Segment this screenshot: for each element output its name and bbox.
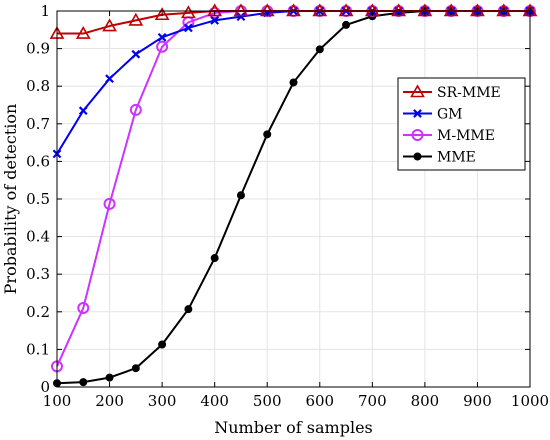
- x-tick-label: 300: [148, 392, 177, 410]
- data-point: [154, 7, 170, 21]
- data-point: [184, 305, 193, 314]
- legend-item-gm: GM: [403, 107, 463, 123]
- data-point: [78, 106, 88, 116]
- data-point: [75, 25, 91, 39]
- data-point: [181, 5, 196, 19]
- legend-marker: [411, 129, 424, 141]
- y-tick-label: 0.9: [26, 40, 50, 58]
- y-tick-label: 0.1: [26, 340, 50, 358]
- data-point: [131, 49, 141, 59]
- x-tick-label: 100: [43, 392, 72, 410]
- data-point: [105, 373, 114, 382]
- data-point: [315, 45, 324, 54]
- y-tick-label: 0.2: [26, 303, 50, 321]
- x-tick-label: 1000: [511, 392, 549, 410]
- data-point: [443, 3, 459, 17]
- x-axis-label: Number of samples: [214, 418, 373, 437]
- y-axis-label: Probability of detection: [1, 104, 20, 295]
- data-point: [158, 340, 167, 349]
- legend-marker: [413, 152, 422, 161]
- data-point: [210, 16, 220, 25]
- y-tick-label: 0.6: [26, 152, 50, 170]
- data-point: [289, 78, 298, 87]
- y-tick-label: 0.7: [26, 115, 50, 133]
- x-tick-label: 900: [463, 392, 492, 410]
- data-point: [263, 130, 272, 139]
- y-tick-label: 0.3: [26, 265, 50, 283]
- y-tick-label: 0.5: [26, 190, 50, 208]
- legend-item-mme: MME: [403, 150, 476, 166]
- x-tick-label: 700: [358, 392, 387, 410]
- data-point: [128, 12, 144, 26]
- data-point: [102, 18, 117, 32]
- x-tick-label: 600: [305, 392, 334, 410]
- data-point: [236, 191, 245, 200]
- y-tick-label: 0.8: [26, 77, 50, 95]
- data-point: [103, 197, 116, 210]
- data-point: [79, 378, 88, 387]
- data-point: [184, 23, 193, 33]
- data-point: [210, 254, 219, 263]
- data-point: [342, 20, 351, 29]
- legend-label: M-MME: [437, 128, 495, 144]
- legend-item-sr-mme: SR-MME: [403, 84, 501, 101]
- data-point: [286, 3, 301, 17]
- data-point: [236, 12, 246, 22]
- x-tick-label: 400: [200, 392, 229, 410]
- y-tick-label: 1: [40, 2, 50, 20]
- y-tick-label: 0.4: [26, 228, 50, 246]
- data-point: [233, 3, 249, 17]
- data-point: [129, 103, 142, 116]
- data-point: [496, 3, 512, 17]
- x-tick-label: 200: [95, 392, 124, 410]
- legend-label: GM: [437, 107, 463, 123]
- data-point: [157, 32, 167, 42]
- data-point: [77, 302, 90, 315]
- legend-label: MME: [437, 150, 476, 166]
- data-point: [338, 3, 354, 17]
- x-tick-label: 500: [253, 392, 282, 410]
- data-point: [105, 74, 114, 84]
- legend-marker: [413, 109, 422, 118]
- data-point: [156, 40, 169, 53]
- axis-ticks: 100 200 300 400 500 600 700 800 900 1000 0 0.1 0.2 0.…: [26, 2, 549, 410]
- legend-item-m-mme: M-MME: [403, 128, 495, 144]
- data-point: [391, 3, 406, 17]
- y-tick-label: 0: [40, 378, 50, 396]
- legend-marker: [410, 84, 425, 98]
- legend: SR-MME GM M-MME MME: [397, 77, 526, 171]
- legend-label: SR-MME: [437, 85, 501, 101]
- data-point: [131, 364, 140, 373]
- x-tick-label: 800: [411, 392, 440, 410]
